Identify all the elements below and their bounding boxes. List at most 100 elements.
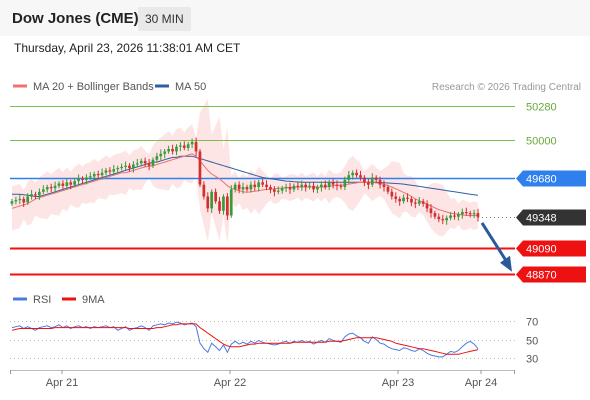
- candle-body: [257, 182, 260, 187]
- candle-body: [327, 182, 331, 187]
- candle: [210, 189, 213, 213]
- candle: [464, 207, 468, 216]
- candle: [104, 168, 108, 176]
- candle-body: [288, 187, 292, 190]
- candle-body: [108, 170, 112, 172]
- candle-body: [194, 141, 198, 152]
- candle: [18, 194, 22, 204]
- ma20-legend-label: MA 20 + Bollinger Bands: [33, 81, 154, 93]
- candle-body: [370, 177, 374, 185]
- candle-body: [410, 198, 413, 203]
- candle-body: [167, 149, 170, 152]
- candle: [10, 198, 14, 206]
- candle-body: [394, 196, 398, 199]
- candle-body: [300, 184, 304, 188]
- candle: [49, 183, 53, 192]
- candle: [410, 196, 413, 207]
- rsi-plot-area: 30 50 70: [10, 317, 538, 366]
- candle: [308, 182, 311, 190]
- ma9-legend-label: 9MA: [82, 294, 105, 306]
- candle-body: [42, 189, 45, 192]
- candle: [116, 165, 120, 174]
- candle-body: [284, 187, 288, 189]
- candle: [284, 183, 288, 192]
- candle-body: [10, 201, 14, 204]
- candle-body: [367, 182, 370, 185]
- candle: [69, 179, 73, 190]
- candle: [449, 212, 452, 221]
- candle: [457, 212, 460, 221]
- bollinger-band: [12, 98, 478, 245]
- candle-body: [226, 196, 229, 216]
- x-tick-label-Apr-24: Apr 24: [465, 377, 497, 389]
- candle: [194, 137, 198, 156]
- source-credit: Research © 2026 Trading Central: [432, 82, 581, 93]
- candle-body: [112, 169, 116, 172]
- candle: [351, 170, 354, 180]
- candle: [30, 189, 33, 200]
- candle: [280, 185, 284, 194]
- candle: [112, 165, 116, 176]
- candle: [421, 198, 425, 207]
- x-tick-label-Apr-22: Apr 22: [214, 377, 246, 389]
- candle: [296, 182, 300, 191]
- candle-body: [186, 144, 190, 148]
- candle: [132, 161, 135, 173]
- candle: [147, 159, 151, 171]
- x-tick-label-Apr-23: Apr 23: [382, 377, 414, 389]
- main-plot-area: 50280 50000 49680 49348 49090 48870: [10, 98, 586, 283]
- candle-body: [182, 145, 186, 148]
- candle: [437, 213, 441, 223]
- candle: [81, 176, 84, 184]
- candle-body: [69, 182, 73, 185]
- candle-body: [38, 191, 41, 196]
- candle-body: [468, 213, 472, 215]
- timeframe-button[interactable]: 30 MIN: [138, 7, 191, 31]
- candle-body: [249, 184, 253, 190]
- candle: [163, 149, 167, 159]
- level-tag-48870: [516, 266, 586, 283]
- candle: [468, 210, 472, 218]
- candle: [135, 159, 139, 167]
- level-label-50000: 50000: [526, 136, 557, 148]
- candle-body: [85, 177, 88, 180]
- candle: [233, 182, 237, 193]
- candle: [222, 194, 225, 215]
- candle-body: [210, 191, 213, 209]
- candle: [155, 152, 159, 163]
- candle-body: [331, 182, 335, 185]
- candle: [398, 196, 401, 206]
- candle-body: [316, 187, 319, 190]
- candle-body: [304, 184, 307, 188]
- candle-body: [73, 181, 76, 185]
- candle-body: [457, 214, 460, 217]
- candle-body: [276, 190, 280, 192]
- candle-body: [100, 172, 104, 176]
- candle: [417, 197, 421, 206]
- level-label-49090: 49090: [526, 244, 557, 256]
- candle: [159, 149, 163, 160]
- rsi-legend-swatch: [13, 297, 27, 301]
- candle-body: [245, 187, 249, 190]
- candle-body: [472, 213, 476, 215]
- candle: [476, 208, 480, 222]
- candle-body: [414, 202, 417, 204]
- candle-body: [425, 203, 429, 209]
- candle-body: [312, 185, 315, 190]
- candle: [253, 180, 257, 191]
- candle: [182, 141, 186, 151]
- level-label-49348: 49348: [526, 213, 557, 225]
- candle-body: [22, 198, 26, 203]
- candle: [425, 200, 429, 213]
- candle: [77, 174, 80, 185]
- candle: [382, 180, 386, 192]
- candle: [175, 144, 178, 156]
- candle-body: [30, 194, 33, 197]
- candle-body: [61, 183, 65, 186]
- candle: [128, 163, 131, 172]
- candle: [249, 181, 253, 193]
- candle-body: [417, 201, 421, 204]
- candle-body: [323, 184, 327, 188]
- candle: [363, 175, 366, 187]
